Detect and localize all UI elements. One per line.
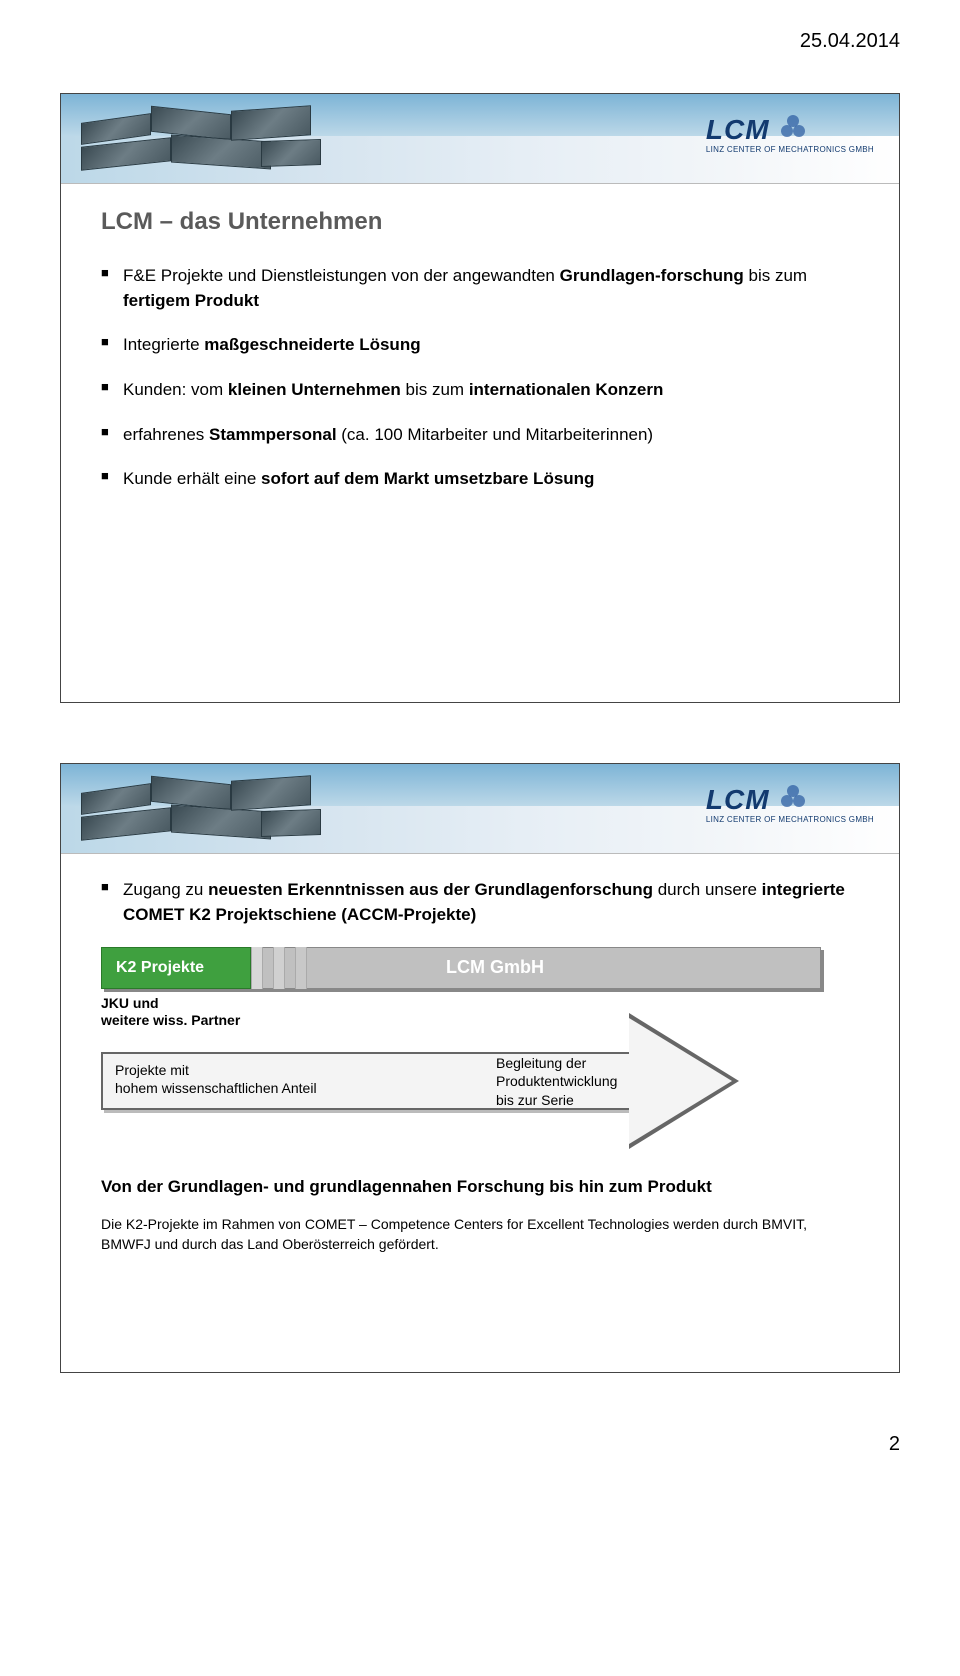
slide-1-title: LCM – das Unternehmen [101, 208, 859, 236]
slide-banner: LCM LINZ CENTER OF MECHATRONICS GMBH [61, 94, 899, 184]
diagram-arrow-text-right: Begleitung der Produktentwicklung bis zu… [496, 1054, 617, 1109]
building-graphic [81, 770, 321, 850]
slide-2-footline: Von der Grundlagen- und grundlagennahen … [101, 1177, 859, 1197]
logo-symbol-icon [778, 782, 808, 817]
bullet-bold: fertigem Produkt [123, 291, 259, 310]
bullet-text: erfahrenes [123, 425, 209, 444]
slide-1-bullets: F&E Projekte und Dienstleistungen von de… [101, 264, 859, 492]
diagram-arrow-head-fill [629, 1018, 732, 1144]
slide-1: LCM LINZ CENTER OF MECHATRONICS GMBH LCM… [60, 93, 900, 703]
bullet-text: Integrierte [123, 335, 204, 354]
bullet-item: Kunde erhält eine sofort auf dem Markt u… [101, 467, 859, 492]
logo: LCM LINZ CENTER OF MECHATRONICS GMBH [706, 782, 874, 824]
diagram-bar-separator [295, 947, 307, 989]
logo-text: LCM [706, 114, 770, 146]
arrow-left-l1: Projekte mit [115, 1062, 189, 1078]
bullet-bold: internationalen Konzern [469, 380, 664, 399]
arrow-right-l3: bis zur Serie [496, 1092, 574, 1108]
bullet-text: Zugang zu [123, 880, 208, 899]
jku-line1: JKU und [101, 995, 159, 1011]
jku-line2: weitere wiss. Partner [101, 1012, 240, 1028]
bullet-item: Kunden: vom kleinen Unternehmen bis zum … [101, 378, 859, 403]
slide-2-bullets: Zugang zu neuesten Erkenntnissen aus der… [101, 878, 859, 927]
date-header: 25.04.2014 [60, 30, 900, 53]
bullet-bold: neuesten Erkenntnissen aus der Grundlage… [208, 880, 653, 899]
page-number: 2 [60, 1433, 900, 1456]
building-graphic [81, 100, 321, 180]
slide-2-body: Zugang zu neuesten Erkenntnissen aus der… [61, 854, 899, 1278]
bullet-text: bis zum [744, 266, 807, 285]
slide-2: LCM LINZ CENTER OF MECHATRONICS GMBH Zug… [60, 763, 900, 1373]
bullet-text: Kunde erhält eine [123, 469, 261, 488]
arrow-right-l1: Begleitung der [496, 1055, 586, 1071]
diagram-arrow-text-left: Projekte mit hohem wissenschaftlichen An… [115, 1061, 317, 1097]
diagram-jku-label: JKU und weitere wiss. Partner [101, 995, 240, 1029]
logo-subtitle: LINZ CENTER OF MECHATRONICS GMBH [706, 145, 874, 154]
slide-1-body: LCM – das Unternehmen F&E Projekte und D… [61, 184, 899, 536]
arrow-right-l2: Produktentwicklung [496, 1073, 617, 1089]
bullet-item: Integrierte maßgeschneiderte Lösung [101, 333, 859, 358]
diagram-bar-k2: K2 Projekte [101, 947, 251, 989]
slide-banner: LCM LINZ CENTER OF MECHATRONICS GMBH [61, 764, 899, 854]
bullet-bold: Stammpersonal [209, 425, 337, 444]
bullet-item: Zugang zu neuesten Erkenntnissen aus der… [101, 878, 859, 927]
logo-symbol-icon [778, 112, 808, 147]
diagram: K2 Projekte LCM GmbH JKU und weitere wis… [101, 947, 859, 1147]
diagram-bar-separator [273, 947, 285, 989]
bullet-bold: Grundlagen-forschung [560, 266, 744, 285]
arrow-left-l2: hohem wissenschaftlichen Anteil [115, 1080, 317, 1096]
bullet-text: (ca. 100 Mitarbeiter und Mitarbeiterinne… [337, 425, 654, 444]
bullet-bold: sofort auf dem Markt umsetzbare Lösung [261, 469, 594, 488]
logo: LCM LINZ CENTER OF MECHATRONICS GMBH [706, 112, 874, 154]
bullet-text: Kunden: vom [123, 380, 228, 399]
bullet-item: F&E Projekte und Dienstleistungen von de… [101, 264, 859, 313]
bullet-bold: kleinen Unternehmen [228, 380, 401, 399]
bullet-item: erfahrenes Stammpersonal (ca. 100 Mitarb… [101, 423, 859, 448]
bullet-text: F&E Projekte und Dienstleistungen von de… [123, 266, 560, 285]
bullet-text: bis zum [401, 380, 469, 399]
bullet-bold: maßgeschneiderte Lösung [204, 335, 420, 354]
page: 25.04.2014 LCM [0, 0, 960, 1506]
bullet-text: durch unsere [653, 880, 762, 899]
logo-text: LCM [706, 784, 770, 816]
diagram-bar-separator [251, 947, 263, 989]
slide-2-footnote: Die K2-Projekte im Rahmen von COMET – Co… [101, 1215, 859, 1254]
diagram-lcm-label: LCM GmbH [446, 957, 544, 978]
logo-subtitle: LINZ CENTER OF MECHATRONICS GMBH [706, 815, 874, 824]
